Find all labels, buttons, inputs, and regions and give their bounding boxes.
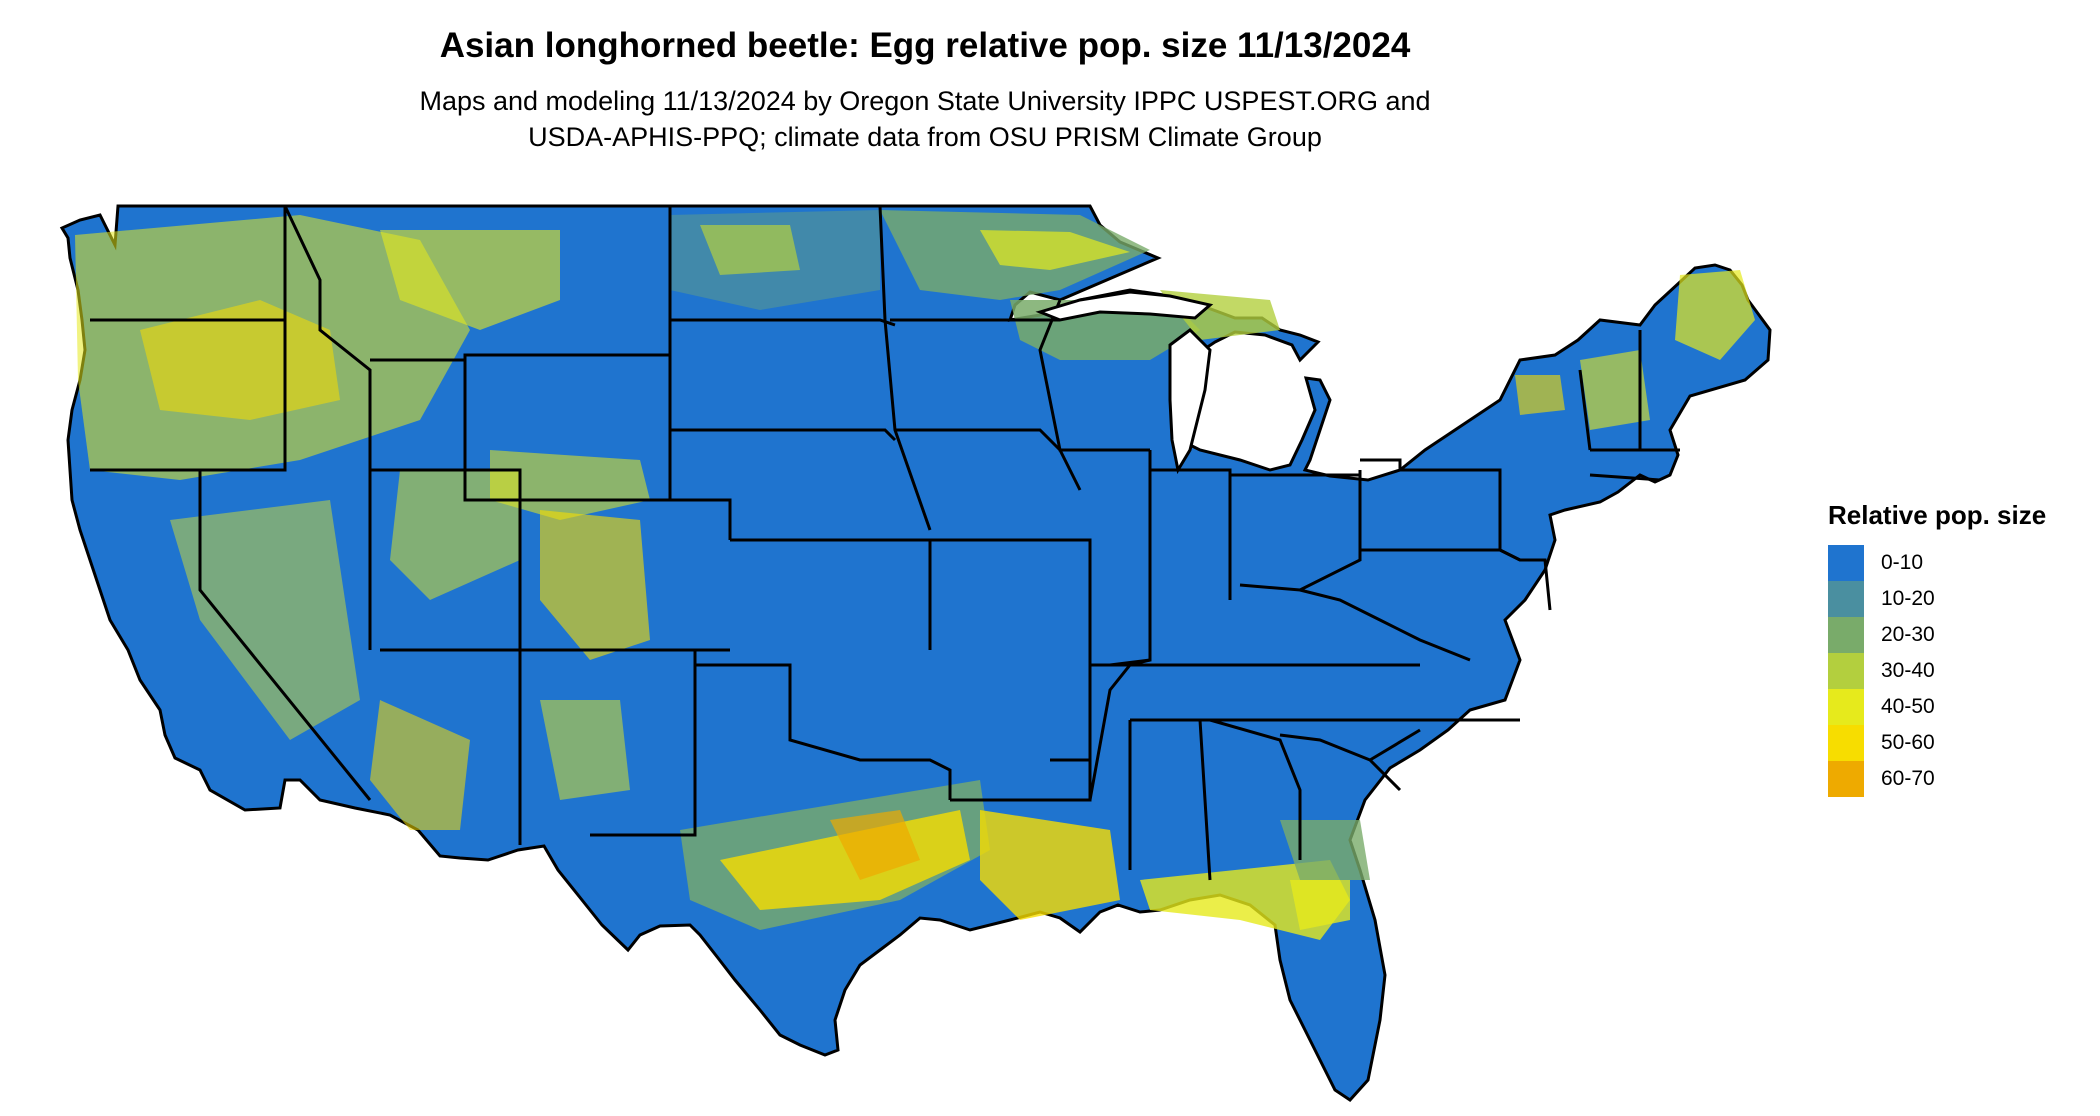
legend-label: 40-50	[1881, 695, 1935, 718]
us-map	[59, 204, 1772, 1102]
region-arizona-yellow	[370, 700, 470, 830]
legend-item: 0-10	[1828, 545, 2046, 581]
legend-swatch	[1828, 581, 1864, 617]
region-louisiana-yellow	[980, 810, 1120, 920]
legend-swatch	[1828, 761, 1864, 797]
legend-label: 30-40	[1881, 659, 1935, 682]
region-montana-yellow	[380, 230, 560, 330]
legend-label: 0-10	[1881, 551, 1924, 574]
legend-label: 20-30	[1881, 623, 1935, 646]
region-georgia-green	[1280, 820, 1370, 880]
legend-item: 10-20	[1828, 581, 2046, 617]
region-new-york-yellow	[1515, 375, 1565, 415]
region-utah-yellow	[390, 470, 520, 600]
legend-swatch	[1828, 617, 1864, 653]
legend-item: 20-30	[1828, 617, 2046, 653]
region-vermont-yellow	[1580, 350, 1650, 430]
region-new-mexico-yellow	[540, 700, 630, 800]
legend-label: 50-60	[1881, 731, 1935, 754]
legend-label: 10-20	[1881, 587, 1935, 610]
region-nevada-yellow	[170, 500, 360, 740]
region-north-dakota-yellow	[700, 225, 800, 275]
region-florida-north-yellow	[1290, 880, 1350, 930]
legend: Relative pop. size 0-10 10-20 20-30 30-4…	[1828, 500, 2046, 797]
region-maine-yellow	[1675, 270, 1755, 360]
legend-swatch	[1828, 653, 1864, 689]
legend-item: 40-50	[1828, 689, 2046, 725]
state-boundaries	[90, 204, 1680, 881]
region-texas-orange	[830, 810, 920, 880]
legend-swatch	[1828, 689, 1864, 725]
map-subtitle-line2: USDA-APHIS-PPQ; climate data from OSU PR…	[528, 122, 1322, 152]
legend-item: 30-40	[1828, 653, 2046, 689]
region-colorado-yellow	[540, 510, 650, 660]
lake-superior	[1035, 290, 1214, 322]
region-northwest-yellow	[140, 300, 340, 420]
legend-item: 60-70	[1828, 761, 2046, 797]
legend-swatch	[1828, 725, 1864, 761]
region-wyoming-yellow	[490, 450, 650, 520]
map-title: Asian longhorned beetle: Egg relative po…	[439, 26, 1411, 65]
region-minnesota-yellow	[980, 230, 1130, 270]
legend-swatch	[1828, 545, 1864, 581]
legend-item: 50-60	[1828, 725, 2046, 761]
legend-label: 60-70	[1881, 767, 1935, 790]
legend-title: Relative pop. size	[1828, 500, 2047, 530]
lake-michigan	[1168, 328, 1212, 475]
map-subtitle-line1: Maps and modeling 11/13/2024 by Oregon S…	[419, 86, 1431, 116]
